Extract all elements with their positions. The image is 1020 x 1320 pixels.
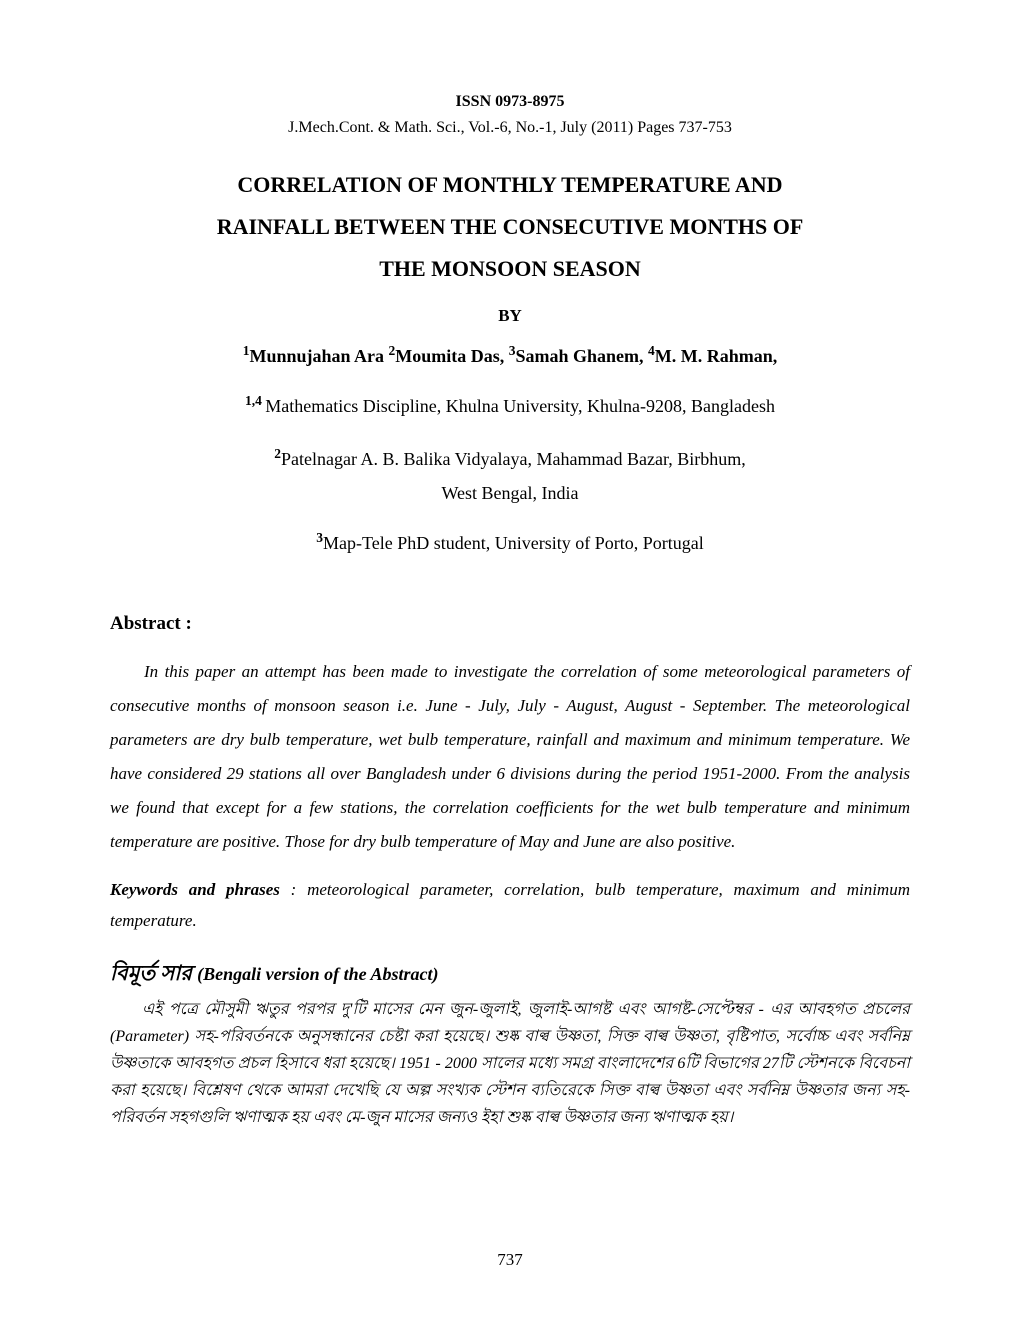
affiliation-1-sup: 1,4 [245,393,265,408]
affiliation-2-sup: 2 [274,446,281,461]
affiliation-2-text: Patelnagar A. B. Balika Vidyalaya, Maham… [281,449,746,469]
affiliation-1-text: Mathematics Discipline, Khulna Universit… [265,396,775,416]
author-name-4: M. M. Rahman, [655,346,778,366]
keywords-label: Keywords and phrases [110,880,280,899]
bengali-heading-bn: বিমূর্ত সার [110,961,197,985]
bengali-abstract-body: এই পত্রে মৌসুমী ঋতুর পরপর দু'টি মাসের মে… [110,996,910,1132]
authors-line: 1Munnujahan Ara 2Moumita Das, 3Samah Gha… [110,341,910,370]
affiliation-3: 3Map-Tele PhD student, University of Por… [110,525,910,560]
affiliation-3-sup: 3 [316,530,323,545]
author-sup-4: 4 [648,343,655,358]
title-line-3: THE MONSOON SEASON [379,256,641,281]
affiliation-1: 1,4 Mathematics Discipline, Khulna Unive… [110,388,910,423]
title-line-1: CORRELATION OF MONTHLY TEMPERATURE AND [237,172,782,197]
author-name-2: Moumita Das, [395,346,509,366]
author-sup-3: 3 [509,343,516,358]
keywords-line: Keywords and phrases : meteorological pa… [110,875,910,936]
abstract-heading: Abstract : [110,610,910,639]
header-journal-info: J.Mech.Cont. & Math. Sci., Vol.-6, No.-1… [110,116,910,140]
affiliation-2: 2Patelnagar A. B. Balika Vidyalaya, Maha… [110,441,910,476]
affiliation-3-text: Map-Tele PhD student, University of Port… [323,533,704,553]
bengali-heading-en: (Bengali version of the Abstract) [197,964,438,984]
paper-title: CORRELATION OF MONTHLY TEMPERATURE AND R… [110,164,910,289]
by-label: BY [110,303,910,329]
bengali-abstract-heading: বিমূর্ত সার (Bengali version of the Abst… [110,958,910,990]
abstract-body: In this paper an attempt has been made t… [110,655,910,859]
author-name-3: Samah Ghanem, [516,346,649,366]
title-line-2: RAINFALL BETWEEN THE CONSECUTIVE MONTHS … [217,214,804,239]
affiliation-2b: West Bengal, India [110,480,910,507]
header-issn: ISSN 0973-8975 [110,90,910,114]
page-number: 737 [0,1247,1020,1273]
keywords-sep: : [280,880,307,899]
author-name-1: Munnujahan Ara [249,346,388,366]
